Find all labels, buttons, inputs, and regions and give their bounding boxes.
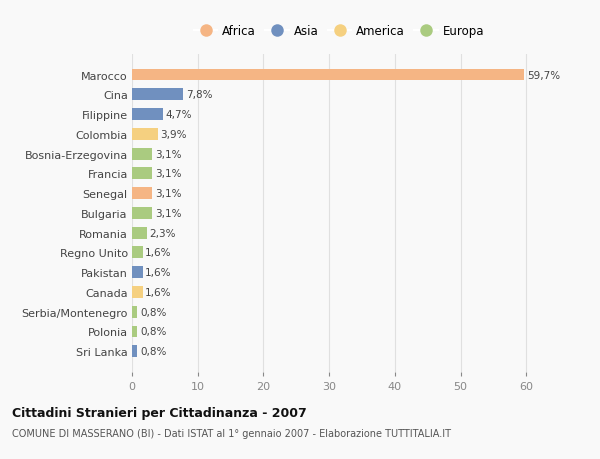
Bar	[132, 207, 152, 219]
Bar	[132, 129, 158, 140]
Text: 3,1%: 3,1%	[155, 189, 182, 199]
Bar	[132, 326, 137, 338]
Text: 7,8%: 7,8%	[186, 90, 212, 100]
Bar	[132, 69, 524, 81]
Bar	[132, 188, 152, 200]
Text: 0,8%: 0,8%	[140, 307, 166, 317]
Text: COMUNE DI MASSERANO (BI) - Dati ISTAT al 1° gennaio 2007 - Elaborazione TUTTITAL: COMUNE DI MASSERANO (BI) - Dati ISTAT al…	[12, 428, 451, 438]
Text: 1,6%: 1,6%	[145, 287, 172, 297]
Text: 3,1%: 3,1%	[155, 208, 182, 218]
Text: 3,1%: 3,1%	[155, 149, 182, 159]
Bar	[132, 306, 137, 318]
Text: 2,3%: 2,3%	[150, 228, 176, 238]
Text: 1,6%: 1,6%	[145, 268, 172, 278]
Bar	[132, 227, 147, 239]
Bar	[132, 89, 183, 101]
Bar	[132, 148, 152, 160]
Bar	[132, 346, 137, 358]
Bar	[132, 168, 152, 180]
Text: 0,8%: 0,8%	[140, 347, 166, 357]
Text: 1,6%: 1,6%	[145, 248, 172, 258]
Bar	[132, 109, 163, 121]
Text: 0,8%: 0,8%	[140, 327, 166, 337]
Text: Cittadini Stranieri per Cittadinanza - 2007: Cittadini Stranieri per Cittadinanza - 2…	[12, 406, 307, 419]
Bar	[132, 267, 143, 279]
Text: 3,1%: 3,1%	[155, 169, 182, 179]
Legend: Africa, Asia, America, Europa: Africa, Asia, America, Europa	[191, 23, 487, 41]
Bar	[132, 286, 143, 298]
Text: 4,7%: 4,7%	[166, 110, 192, 120]
Text: 3,9%: 3,9%	[160, 129, 187, 140]
Bar	[132, 247, 143, 259]
Text: 59,7%: 59,7%	[527, 70, 560, 80]
